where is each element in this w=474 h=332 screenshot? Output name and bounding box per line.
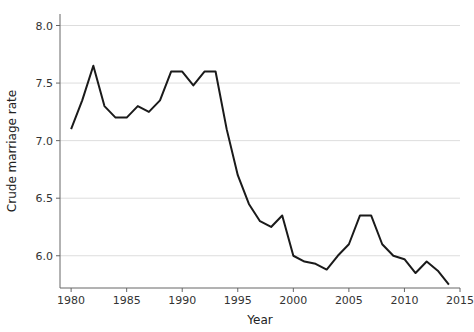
grid-line xyxy=(60,140,460,141)
y-tick-label: 6.5 xyxy=(36,192,54,205)
x-tick-label: 1980 xyxy=(57,294,85,307)
x-tick xyxy=(71,288,72,292)
grid-line xyxy=(60,25,460,26)
y-axis-label: Crude marriage rate xyxy=(5,90,19,212)
x-tick-label: 2010 xyxy=(390,294,418,307)
data-line xyxy=(71,66,449,285)
x-tick xyxy=(182,288,183,292)
y-tick xyxy=(56,198,60,199)
x-tick-label: 2000 xyxy=(279,294,307,307)
y-tick-label: 6.0 xyxy=(36,250,54,263)
x-tick-label: 2005 xyxy=(335,294,363,307)
x-tick xyxy=(237,288,238,292)
x-tick xyxy=(404,288,405,292)
x-axis-line xyxy=(60,288,460,289)
x-tick-label: 1995 xyxy=(224,294,252,307)
x-tick xyxy=(293,288,294,292)
y-tick-label: 7.5 xyxy=(36,77,54,90)
plot-area xyxy=(71,66,449,285)
grid-line xyxy=(60,198,460,199)
y-tick-label: 7.0 xyxy=(36,135,54,148)
x-tick-label: 1985 xyxy=(113,294,141,307)
x-tick xyxy=(460,288,461,292)
y-tick xyxy=(56,255,60,256)
x-axis-label: Year xyxy=(246,313,272,327)
y-axis-line xyxy=(60,14,61,288)
x-tick-label: 2015 xyxy=(446,294,474,307)
x-tick-label: 1990 xyxy=(168,294,196,307)
y-tick xyxy=(56,140,60,141)
axes: 1980 1985 1990 1995 2000 2005 2010 2015 6.0 6.5 7.… xyxy=(36,14,474,307)
x-tick xyxy=(348,288,349,292)
chart-container: 1980 1985 1990 1995 2000 2005 2010 2015 6.0 6.5 7.… xyxy=(0,0,474,332)
y-tick xyxy=(56,83,60,84)
x-tick xyxy=(126,288,127,292)
chart: 1980 1985 1990 1995 2000 2005 2010 2015 6.0 6.5 7.… xyxy=(0,0,474,332)
y-tick xyxy=(56,25,60,26)
grid-line xyxy=(60,255,460,256)
y-tick-label: 8.0 xyxy=(36,20,54,33)
grid-line xyxy=(60,83,460,84)
